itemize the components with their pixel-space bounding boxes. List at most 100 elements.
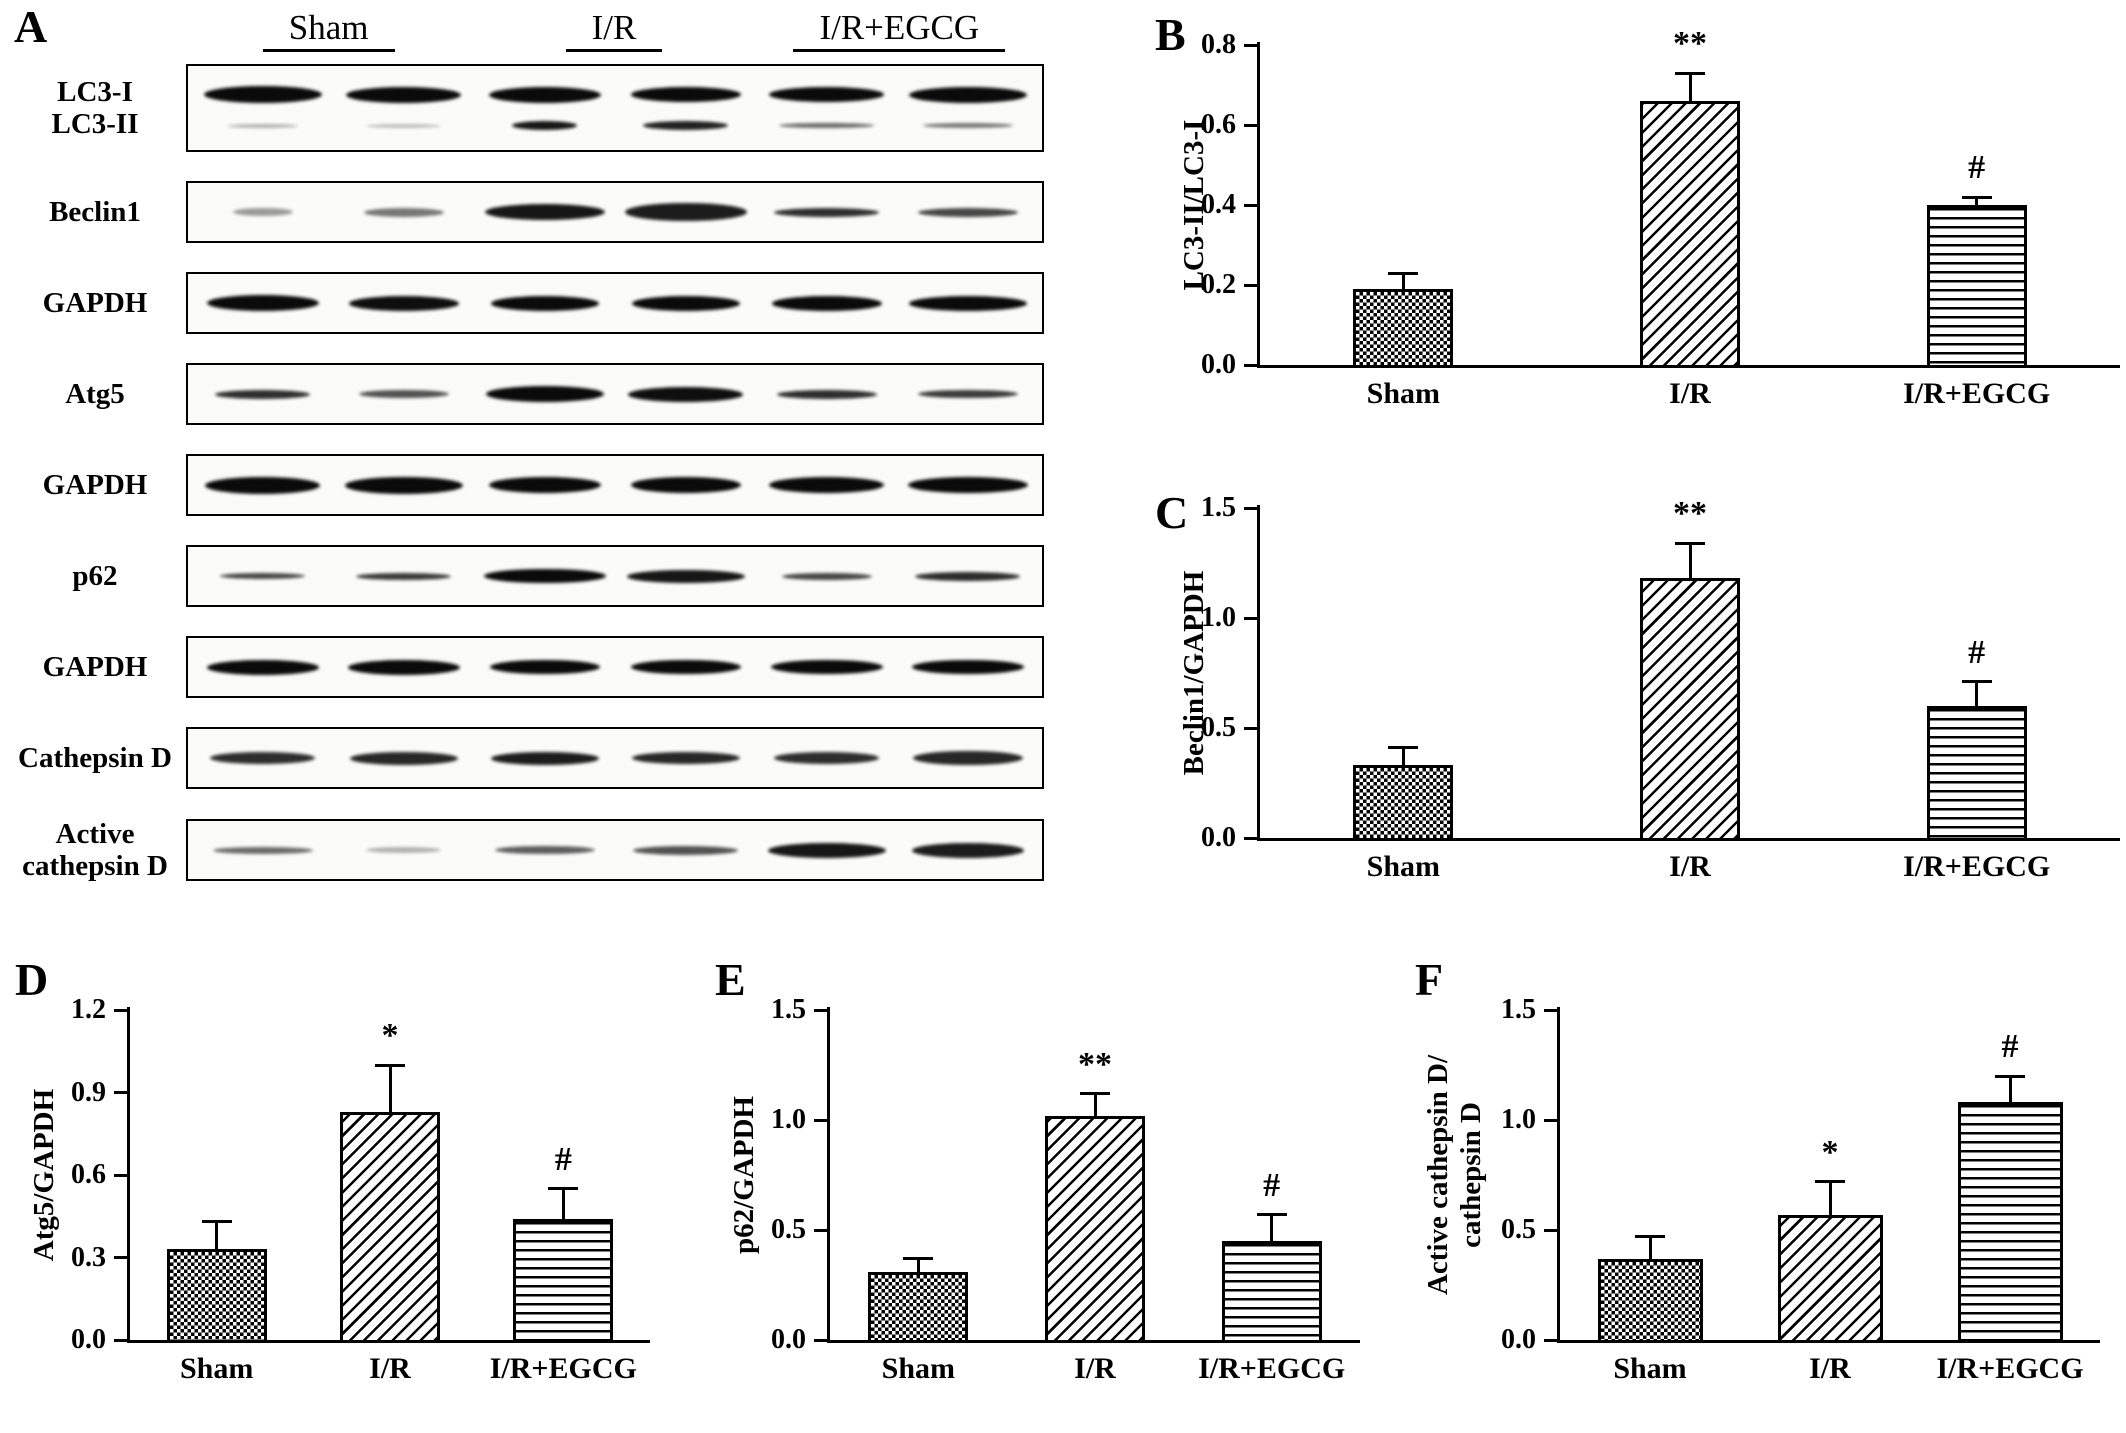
blot-lane	[192, 751, 333, 765]
blot-lane	[474, 569, 615, 583]
lane-group: I/R+EGCG	[757, 8, 1042, 53]
plot-area: 0.0 0.3 0.6 0.9 1.2 Sham I/R * I/R+EGCG #	[0, 955, 700, 1433]
blot-lane	[192, 295, 333, 311]
blot-lane	[333, 659, 474, 675]
blot-lane	[756, 842, 897, 858]
blot-band	[774, 207, 879, 217]
blot-lane	[615, 121, 756, 130]
blot-band-row	[192, 203, 1038, 221]
error-bar-cap	[1256, 1213, 1287, 1217]
bar-i-r-egcg	[1221, 1241, 1322, 1343]
blot-band	[767, 842, 886, 858]
error-bar-line	[1093, 1093, 1097, 1116]
blot-band	[915, 571, 1020, 581]
blot-band	[643, 121, 728, 130]
blot-band	[494, 846, 595, 855]
blot-box	[186, 727, 1044, 789]
blot-lane	[474, 751, 615, 765]
error-bar-line	[561, 1188, 565, 1219]
blot-lane	[333, 203, 474, 221]
blot-band	[227, 123, 298, 128]
y-tick	[1244, 506, 1257, 510]
group-header: Sham	[262, 8, 395, 53]
blot-band	[630, 660, 741, 674]
error-bar-cap	[903, 1257, 934, 1261]
x-category-label: I/R	[1074, 1352, 1116, 1385]
error-bar-cap	[1995, 1074, 2025, 1078]
bar-sham	[166, 1249, 267, 1343]
blot-band	[490, 751, 599, 765]
blot-lane	[615, 660, 756, 675]
blot-lane	[615, 569, 756, 583]
blot-lane	[192, 476, 333, 494]
blot-row-label: LC3-I LC3-II	[51, 75, 139, 140]
error-bar-cap	[375, 1063, 405, 1067]
y-tick-label: 0.2	[1201, 269, 1236, 300]
lane-group: Sham	[186, 8, 471, 53]
y-tick-label: 0.8	[1201, 29, 1236, 60]
x-category-label: I/R	[1809, 1352, 1851, 1385]
chart-panel-c: C Beclin1/GAPDH 0.0 0.5 1.0 1.5 Sham I/R ** I/R…	[1140, 488, 2126, 950]
blot-lane	[474, 386, 615, 402]
blot-band	[770, 660, 883, 674]
blot-lane	[897, 295, 1038, 311]
blot-lane	[333, 121, 474, 130]
y-tick-label: 1.5	[1201, 492, 1236, 523]
bar-i-r-egcg	[1926, 205, 2027, 368]
blot-lane	[756, 86, 897, 103]
blot-box	[186, 636, 1044, 698]
y-tick-label: 0.0	[1201, 822, 1236, 853]
plot-area: 0.0 0.5 1.0 1.5 Sham I/R ** I/R+EGCG #	[700, 955, 1400, 1433]
error-bar-cap	[1675, 541, 1705, 545]
blot-band	[488, 477, 601, 493]
y-axis	[1257, 505, 1260, 841]
panel-a-western-blots: A Sham I/R I/R+EGCG LC3-I LC3-II Beclin1 GAP…	[8, 4, 1050, 950]
blot-band	[232, 208, 293, 216]
blot-lane	[333, 86, 474, 103]
blot-band	[917, 390, 1018, 398]
y-axis	[127, 1007, 130, 1343]
blot-lane	[897, 203, 1038, 221]
blot-row-label: GAPDH	[42, 650, 148, 683]
blot-box	[186, 819, 1044, 882]
error-bar-cap	[1388, 271, 1419, 275]
blot-lane	[897, 842, 1038, 858]
error-bar-line	[1688, 543, 1692, 579]
blot-lane	[897, 569, 1038, 583]
x-category-label: I/R+EGCG	[1936, 1352, 2084, 1385]
y-tick-label: 0.5	[1501, 1214, 1536, 1245]
blot-row-label: Cathepsin D	[18, 741, 172, 774]
blot-box	[186, 454, 1044, 516]
error-bar-line	[916, 1258, 920, 1272]
blot-band	[776, 389, 877, 399]
blot-lane	[192, 659, 333, 675]
y-tick	[814, 1008, 827, 1012]
blot-row: GAPDH	[10, 272, 1044, 334]
panel-letter-b: B	[1155, 9, 1186, 60]
blot-band-row	[192, 476, 1038, 494]
y-tick	[1244, 616, 1257, 620]
blot-band	[344, 476, 463, 494]
blot-lane	[333, 295, 474, 311]
blot-band	[907, 477, 1028, 493]
y-axis	[827, 1007, 830, 1343]
y-tick-label: 0.0	[771, 1324, 806, 1355]
blot-row: Cathepsin D	[10, 727, 1044, 789]
blot-lane	[192, 86, 333, 103]
blot-lane	[474, 295, 615, 311]
blot-lane	[756, 121, 897, 130]
blot-lane	[756, 569, 897, 583]
y-tick-label: 0.5	[771, 1214, 806, 1245]
y-tick-label: 0.0	[1501, 1324, 1536, 1355]
error-bar-line	[1270, 1214, 1274, 1241]
y-tick	[1244, 123, 1257, 127]
blot-band	[911, 842, 1024, 858]
blot-band	[346, 86, 461, 103]
blot-lane	[192, 203, 333, 221]
blot-row: GAPDH	[10, 636, 1044, 698]
y-tick	[114, 1173, 127, 1177]
blot-row: Active cathepsin D	[10, 818, 1044, 883]
blot-row-label: Atg5	[65, 377, 125, 410]
y-tick	[1544, 1008, 1557, 1012]
